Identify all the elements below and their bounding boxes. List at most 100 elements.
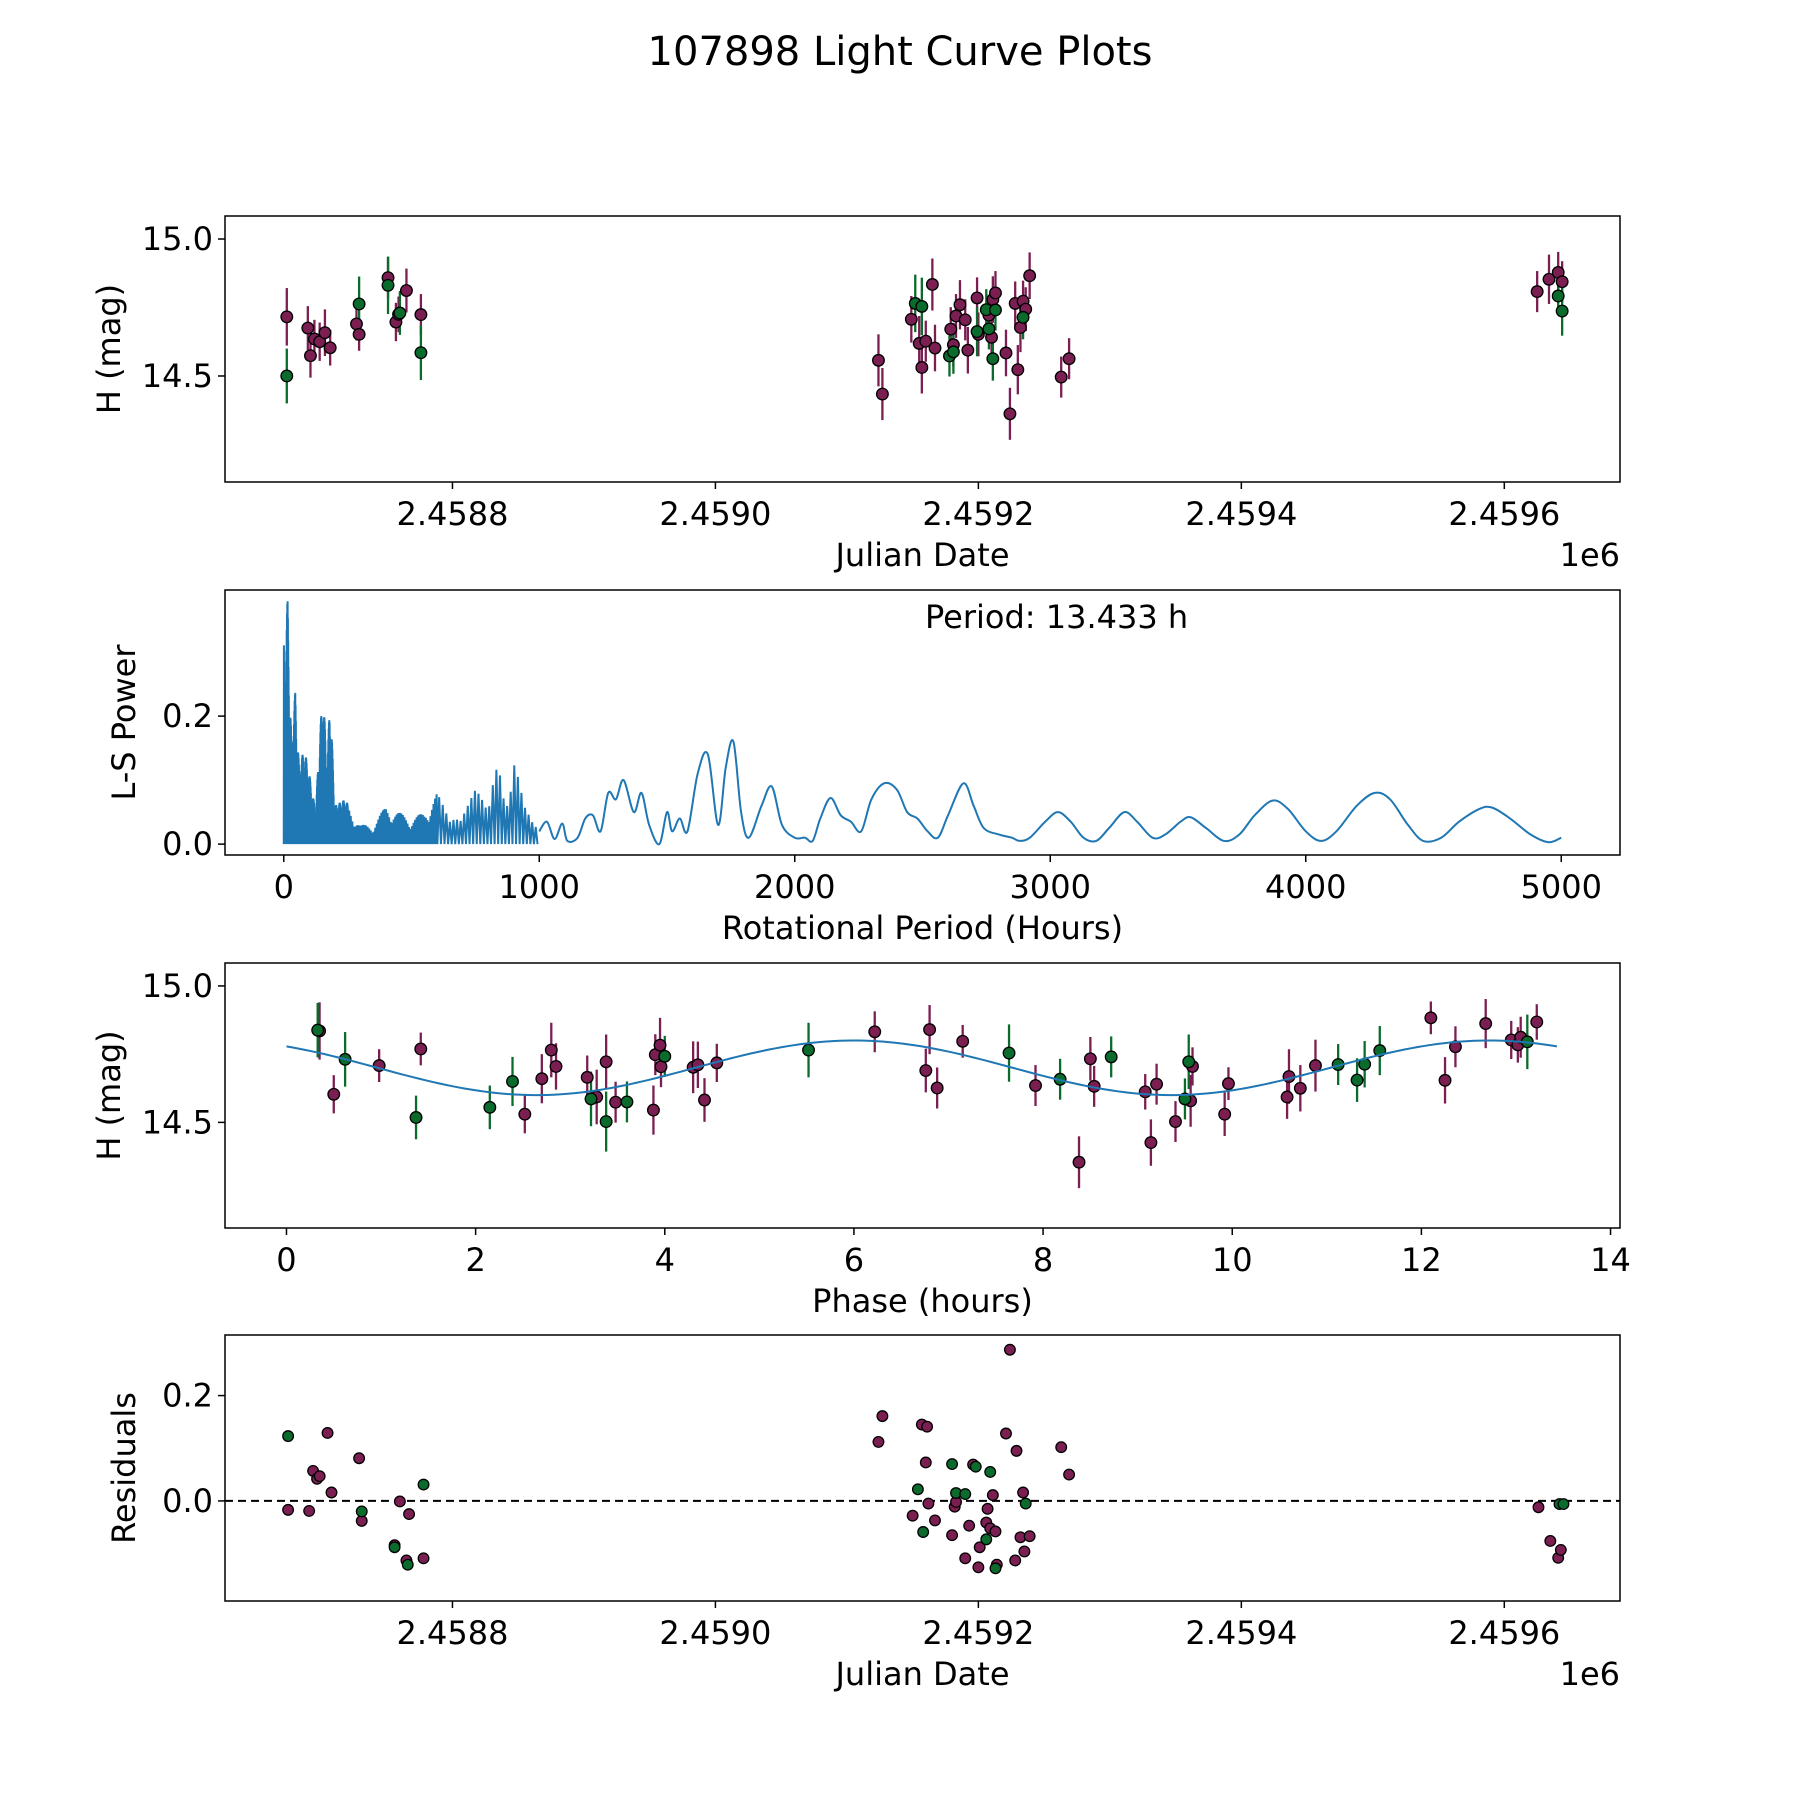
x-axis-label: Phase (hours): [812, 1282, 1033, 1320]
data-point: [989, 1525, 1002, 1538]
data-point: [1479, 1017, 1493, 1031]
data-point: [981, 1502, 994, 1515]
data-point: [584, 1092, 598, 1106]
data-point: [1010, 1444, 1023, 1457]
data-point: [1309, 1059, 1322, 1073]
data-point: [301, 321, 315, 335]
data-point: [409, 1111, 423, 1124]
data-point: [946, 345, 960, 359]
x-tick-label: 2.4594: [1185, 495, 1297, 533]
data-point: [1554, 1543, 1567, 1556]
data-point: [414, 308, 428, 322]
data-point: [923, 1023, 937, 1037]
x-tick-label: 0: [274, 868, 294, 906]
data-point: [535, 1072, 549, 1086]
data-point: [1144, 1136, 1158, 1150]
data-point: [399, 284, 413, 297]
data-point: [1218, 1107, 1232, 1121]
data-point: [872, 353, 885, 367]
fit-curve: [286, 1039, 1558, 1097]
phased-lightcurve-panel: 0 2 4 6 8 10 12 14 14.5 15.0 Phase (hours) H (mag): [90, 962, 1631, 1320]
data-point: [956, 1034, 970, 1048]
data-point: [350, 317, 363, 331]
data-point: [282, 1430, 295, 1443]
plot-frame: [224, 589, 1621, 856]
data-point: [414, 1042, 428, 1056]
data-point: [970, 325, 984, 339]
data-point: [1017, 1486, 1030, 1499]
data-point: [958, 313, 972, 327]
data-point: [1424, 1011, 1438, 1025]
data-point: [984, 1466, 997, 1478]
data-point: [403, 1508, 416, 1521]
data-point: [919, 1456, 932, 1469]
data-point: [1019, 1497, 1032, 1510]
data-point: [1063, 1468, 1076, 1481]
x-tick-label: 8: [1033, 1241, 1053, 1279]
data-point: [1222, 1077, 1235, 1091]
y-tick-label: 14.5: [142, 357, 213, 395]
data-point: [961, 343, 975, 357]
data-point: [620, 1095, 634, 1109]
periodogram-panel: 0 1000 2000 3000 4000 5000 0.0 0.2 Rotational Pe…: [105, 589, 1621, 947]
x-tick-label: 2000: [754, 868, 835, 906]
data-point: [323, 341, 337, 355]
data-point: [802, 1043, 815, 1057]
data-point: [868, 1025, 882, 1039]
data-point: [915, 361, 929, 374]
data-point: [355, 1505, 368, 1518]
data-point: [1544, 1535, 1557, 1547]
data-point: [414, 346, 428, 360]
y-axis-label: H (mag): [90, 284, 128, 414]
figure-title: 107898 Light Curve Plots: [648, 29, 1153, 75]
data-point: [506, 1074, 519, 1088]
data-point: [906, 1509, 919, 1522]
data-point: [1009, 1554, 1022, 1567]
plot-area: [225, 1343, 1620, 1575]
data-point: [599, 1055, 613, 1069]
data-point: [417, 1478, 430, 1491]
data-point: [327, 1087, 341, 1101]
data-point: [599, 1115, 613, 1129]
periodogram-dense-line: [282, 601, 539, 845]
data-point: [1555, 275, 1569, 289]
x-offset-label: 1e6: [1560, 1655, 1620, 1693]
x-tick-label: 2.4588: [396, 1614, 508, 1652]
data-point: [919, 1064, 933, 1077]
data-point: [986, 352, 1000, 366]
x-tick-label: 2.4590: [659, 495, 771, 533]
x-tick-label: 0: [276, 1241, 296, 1279]
x-tick-label: 2.4592: [922, 495, 1034, 533]
data-point: [1003, 407, 1017, 421]
data-point: [401, 1558, 414, 1571]
plot-area: [286, 999, 1558, 1189]
data-point: [915, 299, 929, 313]
data-point: [282, 1503, 295, 1516]
data-point: [989, 303, 1002, 317]
data-point: [921, 1420, 934, 1433]
data-point: [325, 1486, 338, 1499]
x-offset-label: 1e6: [1560, 536, 1620, 574]
data-point: [959, 1552, 972, 1565]
data-point: [972, 1561, 985, 1574]
data-point: [1557, 1498, 1570, 1511]
data-point: [352, 297, 366, 311]
data-point: [872, 1435, 885, 1448]
data-point: [928, 341, 942, 355]
data-point: [986, 1489, 999, 1502]
x-tick-label: 10: [1212, 1241, 1253, 1279]
data-point: [1018, 1545, 1031, 1558]
data-point: [393, 1495, 406, 1508]
data-point: [1029, 1079, 1042, 1092]
data-point: [580, 1070, 594, 1084]
data-point: [352, 327, 366, 341]
data-point: [483, 1100, 497, 1114]
x-axis-label: Julian Date: [833, 1655, 1009, 1693]
data-point: [646, 1103, 660, 1117]
data-point: [963, 1519, 976, 1532]
y-tick-label: 0.0: [162, 825, 213, 863]
data-point: [1178, 1092, 1192, 1106]
x-tick-label: 2.4596: [1448, 1614, 1560, 1652]
data-point: [544, 1043, 558, 1057]
x-axis-label: Rotational Period (Hours): [722, 909, 1123, 947]
